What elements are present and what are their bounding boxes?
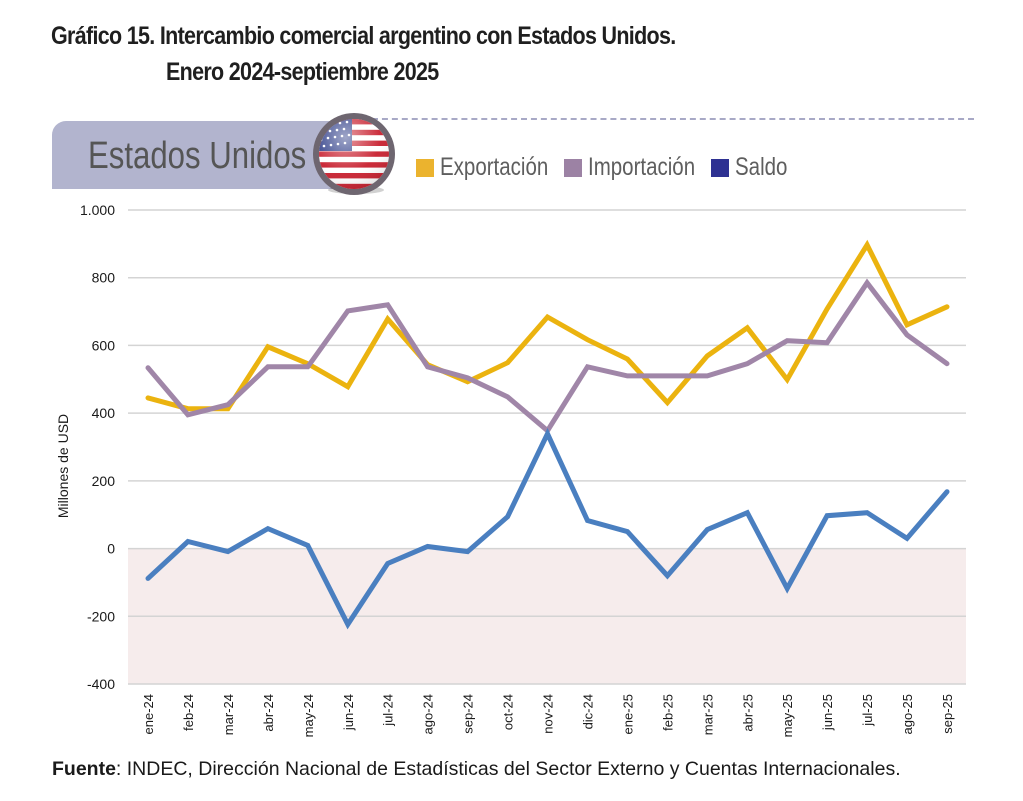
- y-tick-label: 200: [92, 473, 116, 489]
- x-tick-label: dic-24: [580, 694, 595, 729]
- chart-legend: Exportación Importación Saldo: [416, 153, 813, 182]
- x-tick-label: mar-25: [700, 694, 715, 735]
- country-banner-label: Estados Unidos: [88, 135, 307, 177]
- series-line-importacion: [145, 278, 950, 435]
- legend-swatch-importacion: [564, 158, 583, 177]
- header-dashed-divider: [372, 118, 974, 120]
- y-axis-label: Millones de USD: [55, 414, 71, 518]
- y-tick-label: 800: [92, 270, 116, 286]
- x-tick-label: ene-25: [620, 694, 635, 734]
- us-flag-icon: [313, 113, 395, 195]
- y-tick-label: 1.000: [80, 202, 115, 218]
- x-axis-tick-labels: ene-24 feb-24 mar-24 abr-24 may-24 jun-24 jul-…: [141, 694, 955, 737]
- chart-title-line1: Gráfico 15. Intercambio comercial argent…: [51, 22, 676, 50]
- x-tick-label: jun-24: [341, 694, 356, 731]
- x-tick-label: feb-25: [660, 694, 675, 731]
- series-lines: [145, 239, 950, 630]
- x-tick-label: may-25: [780, 694, 795, 737]
- y-tick-label: 400: [92, 405, 116, 421]
- legend-item-saldo: Saldo: [710, 153, 799, 182]
- y-tick-label: -200: [87, 608, 115, 624]
- x-tick-label: sep-25: [940, 694, 955, 734]
- x-tick-label: sep-24: [461, 694, 476, 734]
- legend-item-importacion: Importación: [564, 153, 719, 182]
- x-tick-label: jun-25: [820, 694, 835, 731]
- legend-label-exportacion: Exportación: [440, 153, 549, 181]
- x-tick-label: jul-25: [860, 694, 875, 727]
- series-line-saldo: [145, 427, 950, 630]
- x-tick-label: ene-24: [141, 694, 156, 734]
- x-tick-label: abr-25: [740, 694, 755, 732]
- x-tick-label: oct-24: [501, 694, 516, 730]
- y-tick-label: -400: [87, 676, 115, 692]
- gridlines: [128, 209, 966, 685]
- y-tick-label: 0: [107, 541, 115, 557]
- x-tick-label: nov-24: [541, 694, 556, 734]
- chart-title-line2: Enero 2024-septiembre 2025: [166, 58, 439, 86]
- x-tick-label: ago-25: [900, 694, 915, 734]
- series-line-exportacion: [145, 239, 950, 412]
- x-tick-label: abr-24: [261, 694, 276, 732]
- x-tick-label: mar-24: [221, 694, 236, 735]
- x-tick-label: ago-24: [421, 694, 436, 734]
- negative-region-shading: [128, 548, 966, 684]
- x-tick-label: jul-24: [381, 694, 396, 727]
- source-text: : INDEC, Dirección Nacional de Estadísti…: [115, 758, 901, 780]
- source-label: Fuente: [52, 758, 116, 780]
- y-axis-tick-labels: 1.000 800 600 400 200 0 -200 -400: [80, 202, 115, 692]
- legend-swatch-saldo: [710, 158, 729, 177]
- legend-swatch-exportacion: [416, 158, 434, 177]
- legend-label-saldo: Saldo: [734, 153, 788, 181]
- x-tick-label: may-24: [301, 694, 316, 737]
- legend-item-exportacion: Exportación: [416, 153, 572, 182]
- x-tick-label: feb-24: [181, 694, 196, 731]
- source-note: Fuente: INDEC, Dirección Nacional de Est…: [52, 758, 901, 781]
- y-tick-label: 600: [92, 337, 116, 353]
- legend-label-importacion: Importación: [588, 153, 696, 181]
